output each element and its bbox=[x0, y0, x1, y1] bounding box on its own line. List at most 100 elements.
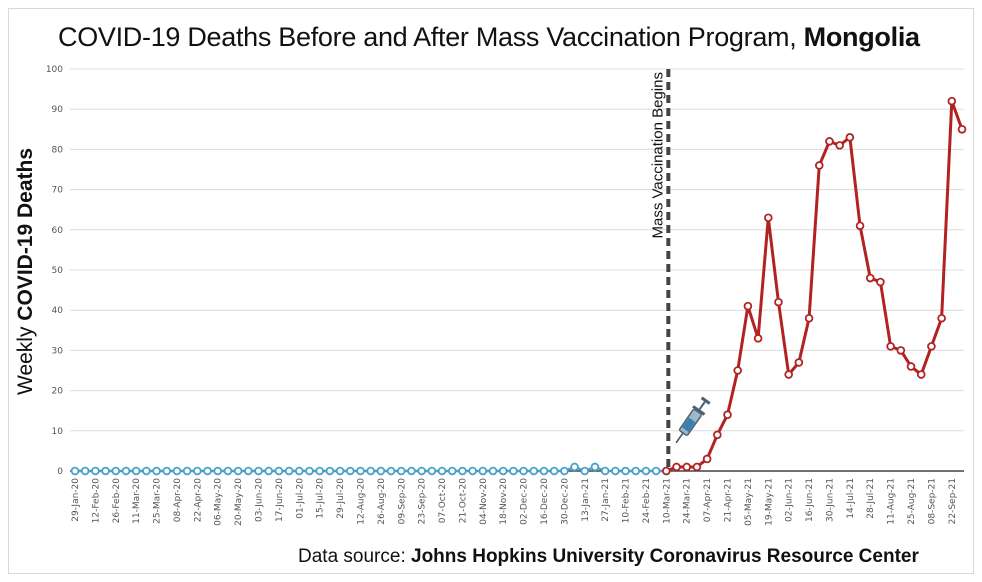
pre-vaccination-series-point bbox=[203, 466, 212, 476]
pre-vaccination-series-point bbox=[264, 466, 274, 476]
x-tick-label: 23-Sep-20 bbox=[418, 478, 428, 525]
x-tick-label: 02-Dec-20 bbox=[520, 478, 530, 525]
pre-vaccination-series-point bbox=[284, 466, 294, 476]
x-tick-label: 21-Oct-20 bbox=[458, 478, 468, 523]
post-vaccination-series-point bbox=[957, 125, 967, 134]
chart-frame bbox=[8, 8, 974, 574]
y-tick-label: 90 bbox=[52, 105, 64, 115]
pre-vaccination-series-point bbox=[111, 466, 121, 476]
post-vaccination-series-point bbox=[845, 133, 855, 142]
x-tick-label: 01-Jul-20 bbox=[295, 478, 305, 519]
pre-vaccination-series-point bbox=[621, 466, 630, 476]
pre-vaccination-series-point bbox=[437, 466, 447, 476]
post-vaccination-series-point bbox=[753, 334, 763, 343]
x-tick-label: 19-May-21 bbox=[764, 478, 774, 526]
pre-vaccination-series-point bbox=[101, 466, 110, 476]
x-tick-label: 29-Jul-20 bbox=[336, 478, 346, 519]
post-vaccination-series-point bbox=[937, 313, 946, 323]
pre-vaccination-series-point bbox=[631, 466, 641, 476]
post-vaccination-series-point bbox=[784, 370, 793, 379]
x-tick-label: 06-May-20 bbox=[214, 478, 224, 526]
pre-vaccination-series-point bbox=[193, 466, 202, 476]
x-tick-label: 11-Mar-20 bbox=[132, 478, 142, 524]
pre-vaccination-series-point bbox=[590, 462, 600, 472]
y-tick-label: 60 bbox=[52, 226, 64, 236]
x-tick-label: 20-May-20 bbox=[234, 478, 244, 526]
y-tick-label: 20 bbox=[52, 387, 64, 397]
post-vaccination-series-point bbox=[825, 137, 834, 146]
x-tick-label: 28-Jul-21 bbox=[866, 478, 876, 519]
x-tick-label: 22-Apr-20 bbox=[193, 478, 203, 522]
pre-vaccination-series-point bbox=[294, 466, 304, 476]
y-tick-labels: 0 10 20 30 40 50 60 70 80 90 100 bbox=[46, 65, 63, 477]
pre-vaccination-series-point bbox=[80, 466, 90, 476]
x-tick-label: 16-Jun-21 bbox=[805, 478, 815, 522]
pre-vaccination-series-point bbox=[162, 466, 172, 476]
pre-vaccination-series-point bbox=[519, 466, 528, 476]
pre-vaccination-series-point bbox=[427, 466, 437, 476]
y-tick-label: 50 bbox=[52, 266, 64, 276]
pre-vaccination-series-point bbox=[570, 462, 579, 472]
post-vaccination-series-point bbox=[804, 313, 814, 323]
post-vaccination-series-point bbox=[723, 410, 732, 420]
post-vaccination-series-point bbox=[733, 366, 743, 375]
data-series bbox=[70, 96, 967, 476]
x-tick-label: 24-Feb-21 bbox=[642, 478, 652, 523]
pre-vaccination-series-point bbox=[142, 466, 151, 476]
pre-vaccination-series-point bbox=[131, 466, 141, 476]
post-vaccination-series-point bbox=[682, 462, 692, 472]
pre-vaccination-series-point bbox=[244, 466, 253, 476]
post-vaccination-series-point bbox=[702, 454, 712, 464]
post-vaccination-series-point bbox=[916, 370, 926, 379]
gridlines bbox=[70, 68, 964, 472]
pre-vaccination-series-point bbox=[600, 466, 610, 476]
vaccination-label: Mass Vaccination Begins bbox=[649, 72, 666, 238]
post-vaccination-series-point bbox=[876, 277, 885, 287]
x-tick-label: 09-Sep-20 bbox=[397, 478, 407, 525]
post-vaccination-series-point bbox=[855, 221, 865, 231]
x-tick-label: 29-Jan-20 bbox=[71, 478, 81, 522]
x-tick-label: 17-Jun-20 bbox=[275, 478, 285, 522]
pre-vaccination-series-point bbox=[121, 466, 131, 476]
syringe-icon bbox=[675, 396, 711, 444]
post-vaccination-series-point bbox=[927, 342, 936, 351]
post-vaccination-series-point bbox=[672, 462, 681, 472]
pre-vaccination-series-point bbox=[407, 466, 416, 476]
data-source: Data source: Johns Hopkins University Co… bbox=[298, 546, 919, 567]
x-tick-label: 10-Feb-21 bbox=[622, 478, 632, 523]
pre-vaccination-series-point bbox=[91, 466, 100, 476]
pre-vaccination-series-point bbox=[468, 466, 477, 476]
pre-vaccination-series-point bbox=[356, 466, 365, 476]
y-tick-label: 40 bbox=[52, 306, 64, 316]
x-tick-label: 11-Aug-21 bbox=[887, 478, 897, 525]
y-tick-label: 100 bbox=[46, 65, 63, 75]
x-tick-label: 14-Jul-21 bbox=[846, 478, 856, 519]
pre-vaccination-series-point bbox=[70, 466, 80, 476]
pre-vaccination-series-point bbox=[641, 466, 651, 476]
pre-vaccination-series-point bbox=[539, 466, 549, 476]
pre-vaccination-series-point bbox=[152, 466, 161, 476]
x-tick-label: 27-Jan-21 bbox=[601, 478, 611, 522]
pre-vaccination-series-point bbox=[345, 466, 355, 476]
x-tick-label: 02-Jun-21 bbox=[785, 478, 795, 522]
pre-vaccination-series-point bbox=[335, 466, 345, 476]
x-tick-label: 04-Nov-20 bbox=[479, 478, 489, 525]
x-tick-label: 05-May-21 bbox=[744, 478, 754, 526]
post-vaccination-series-point bbox=[774, 297, 783, 307]
pre-vaccination-series-point bbox=[376, 466, 386, 476]
pre-vaccination-series-point bbox=[366, 466, 375, 476]
pre-vaccination-series-point bbox=[182, 466, 192, 476]
post-vaccination-series-point bbox=[947, 96, 957, 106]
y-tick-label: 0 bbox=[57, 467, 63, 477]
pre-vaccination-series-point bbox=[213, 466, 223, 476]
post-vaccination-series-line bbox=[665, 99, 964, 473]
pre-vaccination-series-point bbox=[498, 466, 508, 476]
chart-title: COVID-19 Deaths Before and After Mass Va… bbox=[58, 22, 920, 52]
x-tick-label: 08-Apr-20 bbox=[173, 478, 183, 522]
y-tick-label: 10 bbox=[52, 427, 64, 437]
x-tick-label: 12-Aug-20 bbox=[356, 478, 366, 525]
post-vaccination-series-point bbox=[906, 362, 916, 371]
pre-vaccination-series-point bbox=[172, 466, 182, 476]
x-tick-label: 13-Jan-21 bbox=[581, 478, 591, 522]
pre-vaccination-series-point bbox=[488, 466, 498, 476]
